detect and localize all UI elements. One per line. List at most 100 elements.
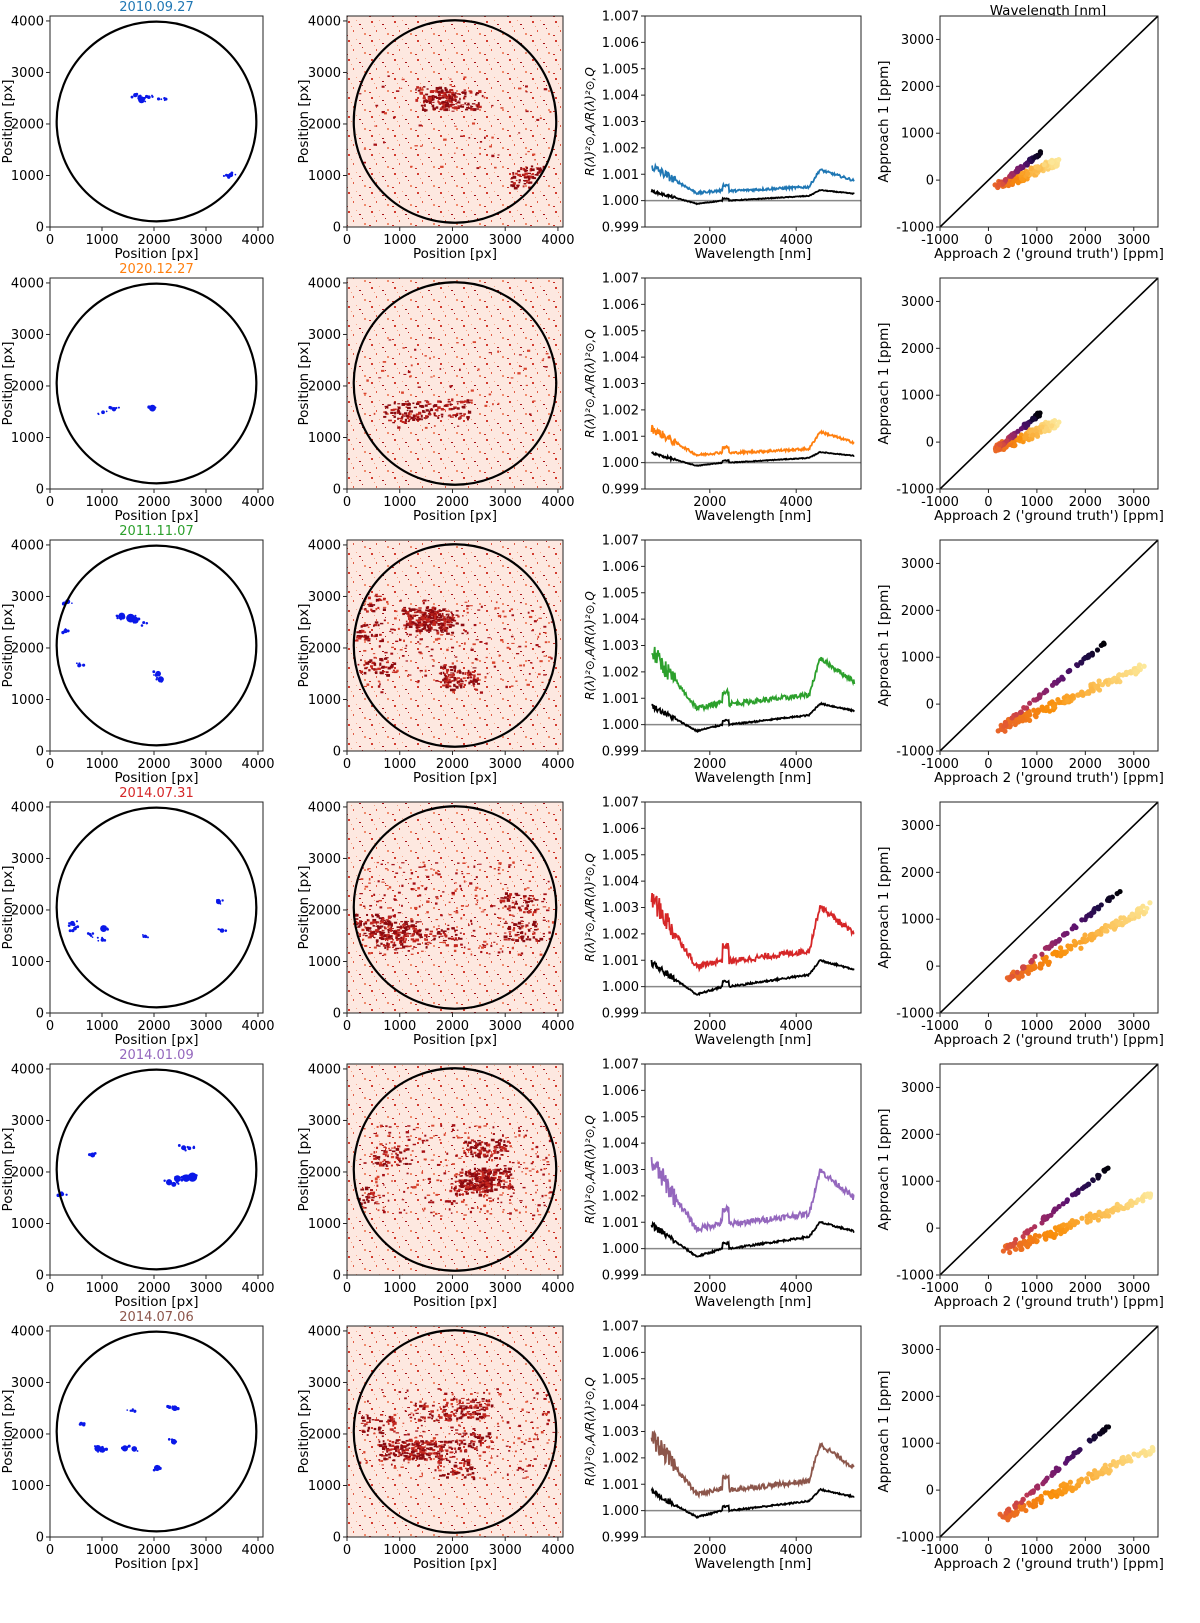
active-region-speck (507, 1186, 510, 1189)
active-region-speck (395, 1440, 399, 1442)
y-tick-label: 1.001 (602, 430, 639, 445)
active-region-speck (451, 937, 455, 941)
active-region-speck (439, 629, 443, 632)
plage-speck (378, 681, 381, 683)
plage-speck (502, 610, 505, 613)
plage-speck (368, 602, 373, 606)
active-region-speck (448, 414, 451, 417)
plage-speck (498, 917, 502, 920)
active-region-speck (392, 408, 396, 411)
plage-speck (475, 903, 478, 906)
active-region-fragment (61, 1192, 64, 1196)
active-region-speck (455, 614, 459, 616)
y-tick-label: 1000 (11, 169, 44, 184)
active-region-speck (435, 106, 439, 109)
active-region-speck (476, 1155, 481, 1158)
active-region-speck (533, 931, 536, 935)
plage-speck (431, 1201, 435, 1204)
y-tick-label: 3000 (11, 328, 44, 343)
active-region-speck (437, 613, 442, 617)
active-region-speck (360, 1422, 364, 1424)
active-region-speck (460, 623, 465, 627)
active-region-speck (392, 1459, 396, 1462)
disk-map-bg (347, 16, 563, 227)
plage-speck (392, 914, 395, 917)
plage-speck (391, 863, 395, 866)
active-region-speck (480, 1184, 483, 1186)
x-tick-label: -1000 (921, 1019, 959, 1034)
plage-speck (367, 868, 369, 871)
active-region-speck (534, 938, 538, 940)
active-region-speck (451, 86, 456, 88)
active-region-speck (445, 685, 448, 689)
x-axis-label: Position [px] (413, 1294, 497, 1310)
active-region-speck (412, 1457, 416, 1459)
active-region-speck (446, 618, 451, 622)
x-tick-label: 2000 (693, 495, 726, 510)
plage-speck (502, 1179, 506, 1182)
active-region-speck (396, 1448, 401, 1450)
active-region-speck (487, 1176, 490, 1178)
plage-speck (406, 1144, 409, 1147)
active-region-speck (420, 624, 424, 627)
plage-speck (444, 672, 446, 676)
plage-speck (399, 638, 402, 642)
active-region-speck (363, 634, 367, 637)
plage-speck (507, 1187, 511, 1190)
active-region-speck (400, 943, 404, 945)
active-region-speck (437, 618, 441, 622)
active-region-speck (473, 1167, 477, 1171)
active-region-fragment (75, 662, 78, 665)
y-tick-label: 1000 (901, 389, 934, 404)
scatter-panel: -1000-100000100010002000200030003000Appr… (876, 539, 1164, 786)
x-tick-label: 4000 (241, 233, 274, 248)
active-region-speck (401, 413, 404, 417)
active-region-speck (499, 1150, 502, 1152)
active-region-speck (535, 938, 538, 942)
active-region-speck (416, 619, 419, 622)
active-region-speck (374, 929, 379, 932)
plage-speck (504, 884, 507, 886)
plage-speck (503, 628, 507, 630)
y-tick-label: 2000 (901, 866, 934, 881)
plage-speck (490, 1440, 493, 1442)
scatter-point (1134, 907, 1141, 913)
scatter-point (1096, 678, 1102, 684)
active-region-speck (433, 1441, 436, 1445)
plage-speck (543, 88, 548, 91)
active-region-speck (477, 1169, 482, 1171)
active-region-speck (418, 1448, 421, 1450)
plage-speck (388, 1126, 392, 1128)
row-0: 0010001000200020003000300040004000Positi… (0, 0, 1164, 262)
plage-speck (484, 136, 486, 139)
active-region-speck (480, 1182, 482, 1184)
active-region-speck (523, 176, 528, 179)
active-region-speck (459, 932, 462, 934)
x-tick-label: 3000 (189, 1281, 222, 1296)
plage-speck (466, 607, 469, 610)
active-region-fragment (177, 1182, 180, 1185)
active-region-fragment (99, 1450, 102, 1453)
active-region-speck (441, 409, 446, 411)
disk-activity (358, 1388, 556, 1481)
active-region-speck (476, 673, 481, 676)
active-region-speck (463, 1184, 468, 1187)
active-region-speck (422, 97, 426, 100)
active-region-speck (442, 94, 447, 97)
active-region-fragment (137, 96, 141, 100)
scatter-point (1129, 912, 1135, 919)
scatter-points (940, 540, 1158, 751)
active-region-speck (442, 104, 447, 108)
active-region-speck (434, 1440, 437, 1444)
plage-speck (469, 676, 473, 679)
active-region-speck (403, 1449, 405, 1451)
scatter-point (1044, 688, 1050, 694)
active-region-speck (432, 1449, 436, 1452)
plage-speck (393, 1467, 397, 1469)
scatter-point (1032, 953, 1038, 959)
active-region-speck (374, 933, 377, 935)
scatter-point (1017, 973, 1023, 979)
plage-speck (510, 914, 514, 916)
active-region-fragment (140, 99, 143, 103)
active-region-speck (388, 927, 393, 930)
